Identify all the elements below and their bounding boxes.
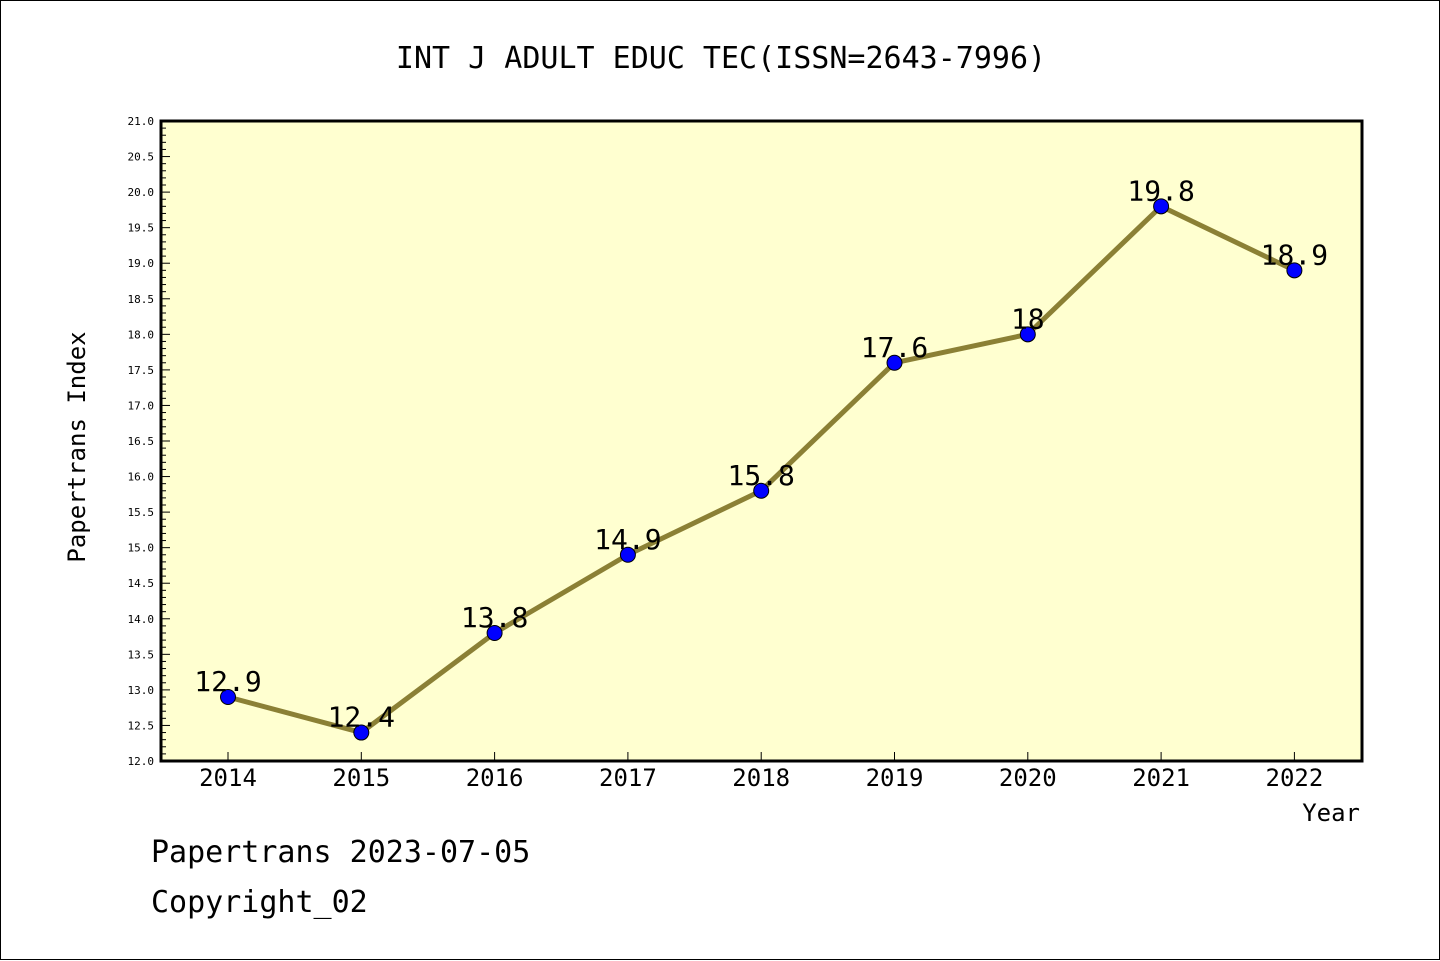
data-label: 15.8	[727, 459, 794, 492]
data-point	[619, 546, 636, 563]
x-tick-label: 2015	[332, 764, 390, 792]
x-tick-label: 2020	[999, 764, 1057, 792]
data-points	[220, 198, 1303, 741]
y-tick-label: 18.5	[128, 293, 155, 306]
y-tick-label: 15.0	[128, 542, 155, 555]
y-tick-label: 14.0	[128, 613, 155, 626]
y-tick-label: 17.5	[128, 364, 155, 377]
x-tick-label: 2018	[732, 764, 790, 792]
data-point	[1019, 326, 1036, 343]
y-tick-label: 13.0	[128, 684, 155, 697]
data-point	[1286, 262, 1303, 279]
y-tick-label: 16.0	[128, 471, 155, 484]
x-tick-label: 2014	[199, 764, 257, 792]
x-axis-title: Year	[1302, 799, 1360, 827]
y-tick-label: 18.0	[128, 328, 155, 341]
data-label: 19.8	[1127, 174, 1194, 207]
footer-copyright: Copyright_02	[151, 885, 368, 920]
data-point	[353, 724, 370, 741]
y-axis: 12.0 12.5 13.0 13.5 14.0 14.5 15.0 15.5 16.0 16.5…	[128, 115, 170, 768]
y-tick-label: 14.5	[128, 577, 155, 590]
x-tick-label: 2016	[466, 764, 524, 792]
x-axis: 2014 2015 2016 2017 2018 2019 2020 2021 2022	[199, 752, 1323, 792]
data-label: 14.9	[594, 523, 661, 556]
y-tick-label: 19.0	[128, 257, 155, 270]
data-point	[1153, 198, 1170, 215]
x-tick-label: 2019	[866, 764, 924, 792]
y-tick-label: 12.5	[128, 719, 155, 732]
x-tick-label: 2017	[599, 764, 657, 792]
y-tick-label: 12.0	[128, 755, 155, 768]
data-labels: 12.9 12.4 13.8 14.9 15.8 17.6 18 19.8 18.9	[194, 174, 1328, 733]
y-tick-label: 13.5	[128, 648, 155, 661]
x-tick-label: 2021	[1132, 764, 1190, 792]
data-point	[753, 482, 770, 499]
data-label: 12.9	[194, 665, 261, 698]
y-tick-label: 16.5	[128, 435, 155, 448]
y-tick-label: 15.5	[128, 506, 155, 519]
data-point	[486, 625, 503, 641]
data-label: 18.9	[1261, 238, 1328, 271]
y-tick-label: 20.0	[128, 186, 155, 199]
data-point	[220, 689, 236, 705]
data-label: 18	[1011, 302, 1045, 335]
plot-area	[159, 119, 1364, 763]
y-tick-label: 21.0	[128, 115, 155, 128]
data-label: 17.6	[861, 331, 928, 364]
footer-date: Papertrans 2023-07-05	[151, 835, 531, 870]
y-tick-label: 20.5	[128, 151, 155, 164]
y-tick-label: 17.0	[128, 399, 155, 412]
y-axis-title: Papertrans Index	[63, 331, 91, 562]
chart-title: INT J ADULT EDUC TEC(ISSN=2643-7996)	[396, 41, 1046, 76]
data-point	[886, 354, 903, 371]
x-tick-label: 2022	[1266, 764, 1324, 792]
data-label: 12.4	[328, 701, 395, 734]
y-tick-label: 19.5	[128, 222, 155, 235]
data-label: 13.8	[461, 601, 528, 634]
